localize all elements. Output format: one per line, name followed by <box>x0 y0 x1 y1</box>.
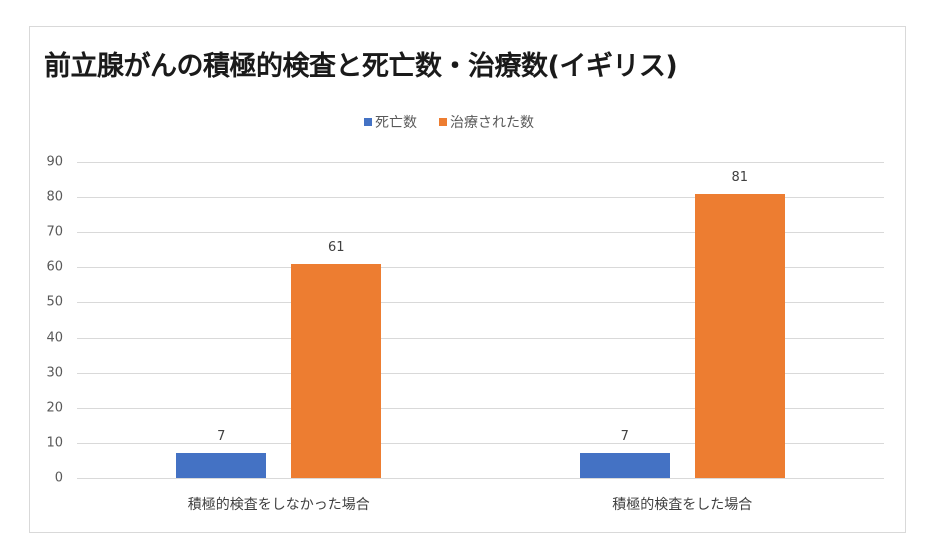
data-label: 81 <box>731 169 749 185</box>
data-label: 61 <box>327 239 345 255</box>
gridline <box>77 478 884 479</box>
data-label: 7 <box>620 429 629 445</box>
y-tick-label: 30 <box>46 365 63 381</box>
legend-label: 治療された数 <box>450 115 534 131</box>
data-label: 7 <box>217 429 226 445</box>
x-category-label: 積極的検査をしなかった場合 <box>187 497 370 513</box>
y-tick-label: 40 <box>46 330 63 346</box>
y-tick-label: 20 <box>46 400 63 416</box>
chart-legend: 死亡数 治療された数 <box>364 112 556 132</box>
x-category-label: 積極的検査をした場合 <box>612 497 753 513</box>
legend-swatch-icon <box>364 118 372 126</box>
gridline <box>77 408 884 409</box>
bar <box>291 263 382 478</box>
bar <box>176 453 267 478</box>
chart-title: 前立腺がんの積極的検査と死亡数・治療数(イギリス) <box>44 51 678 82</box>
y-tick-label: 80 <box>46 189 63 205</box>
gridline <box>77 302 884 303</box>
gridline <box>77 443 884 444</box>
legend-label: 死亡数 <box>375 115 417 131</box>
legend-swatch-icon <box>439 118 447 126</box>
gridline <box>77 267 884 268</box>
gridline <box>77 162 884 163</box>
bar <box>579 453 670 478</box>
gridline <box>77 197 884 198</box>
y-tick-label: 0 <box>54 470 63 486</box>
y-tick-label: 60 <box>46 259 63 275</box>
gridline <box>77 232 884 233</box>
legend-item-deaths: 死亡数 <box>364 112 417 132</box>
y-tick-label: 90 <box>46 154 63 170</box>
y-tick-label: 70 <box>46 224 63 240</box>
y-tick-label: 10 <box>46 435 63 451</box>
legend-item-treated: 治療された数 <box>439 112 534 132</box>
gridline <box>77 338 884 339</box>
gridline <box>77 373 884 374</box>
bar <box>694 193 785 478</box>
y-tick-label: 50 <box>46 294 63 310</box>
